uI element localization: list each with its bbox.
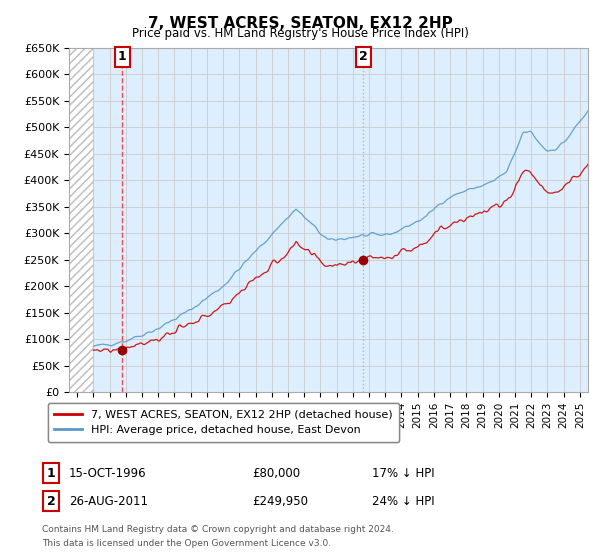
Text: 2: 2 bbox=[359, 50, 368, 63]
Legend: 7, WEST ACRES, SEATON, EX12 2HP (detached house), HPI: Average price, detached h: 7, WEST ACRES, SEATON, EX12 2HP (detache… bbox=[47, 403, 399, 442]
Text: 1: 1 bbox=[118, 50, 127, 63]
Text: 17% ↓ HPI: 17% ↓ HPI bbox=[372, 466, 434, 480]
Text: Contains HM Land Registry data © Crown copyright and database right 2024.: Contains HM Land Registry data © Crown c… bbox=[42, 525, 394, 534]
Text: 24% ↓ HPI: 24% ↓ HPI bbox=[372, 494, 434, 508]
Text: 26-AUG-2011: 26-AUG-2011 bbox=[69, 494, 148, 508]
Text: £80,000: £80,000 bbox=[252, 466, 300, 480]
Text: 15-OCT-1996: 15-OCT-1996 bbox=[69, 466, 146, 480]
Text: Price paid vs. HM Land Registry's House Price Index (HPI): Price paid vs. HM Land Registry's House … bbox=[131, 27, 469, 40]
Text: 7, WEST ACRES, SEATON, EX12 2HP: 7, WEST ACRES, SEATON, EX12 2HP bbox=[148, 16, 452, 31]
Text: 2: 2 bbox=[47, 494, 55, 508]
Text: £249,950: £249,950 bbox=[252, 494, 308, 508]
Text: 1: 1 bbox=[47, 466, 55, 480]
Text: This data is licensed under the Open Government Licence v3.0.: This data is licensed under the Open Gov… bbox=[42, 539, 331, 548]
